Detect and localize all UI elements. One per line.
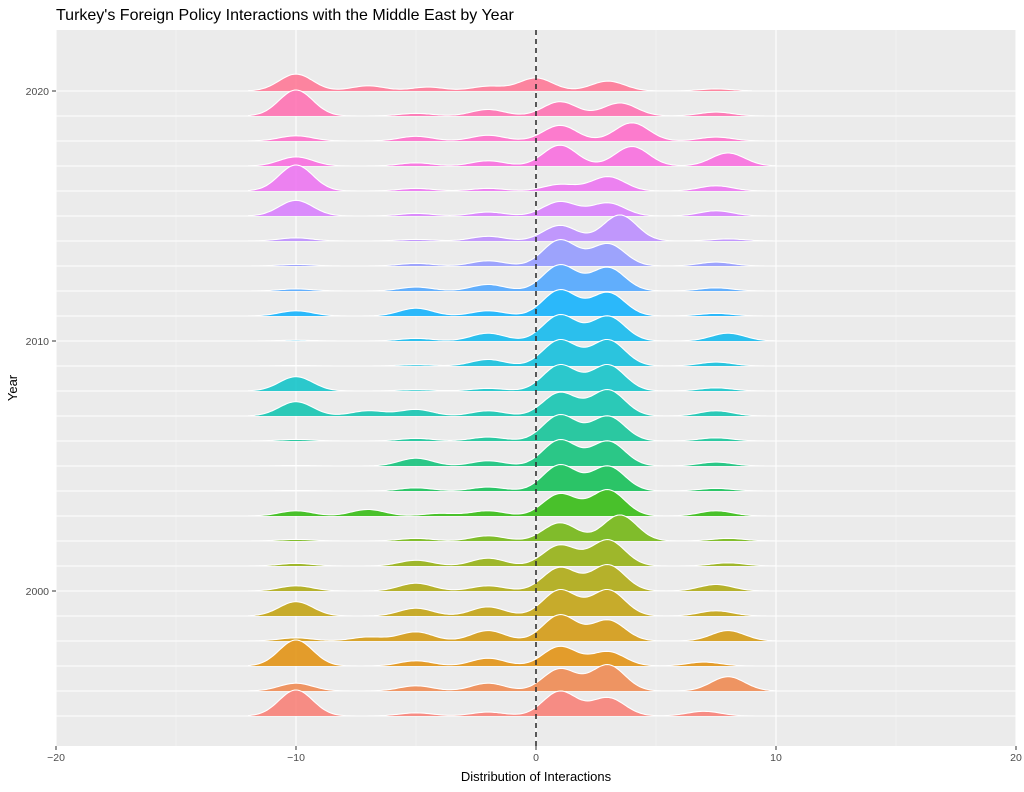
ridge-outline-2017: [248, 144, 777, 167]
ridge-area-2017: [248, 145, 776, 166]
ridge-area-2013: [248, 239, 776, 266]
ridge-area-1996: [248, 664, 776, 691]
ridge-2016: [247, 164, 776, 192]
ridge-area-2003: [248, 489, 776, 516]
ridge-outline-2005: [248, 439, 776, 467]
ridge-outline-1995: [247, 689, 800, 717]
ridge-2008: [247, 363, 800, 392]
ridge-2004: [248, 464, 776, 492]
ridge-outline-2019: [247, 89, 776, 117]
ridge-outline-2012: [248, 264, 776, 292]
ridge-area-2019: [248, 90, 776, 116]
ridge-outline-2020: [247, 73, 753, 92]
x-axis: −20 −10 0 10 20: [47, 746, 1022, 764]
ridge-outline-1998: [248, 614, 776, 642]
x-tick-label: 20: [1010, 752, 1022, 764]
ridge-outline-2009: [248, 338, 776, 367]
ridge-outline-2001: [247, 539, 776, 567]
ridge-area-2011: [248, 289, 776, 316]
ridge-2005: [248, 439, 776, 467]
ridge-outline-2010: [248, 314, 777, 342]
ridge-outline-1999: [247, 588, 776, 617]
ridge-1998: [248, 614, 776, 642]
x-axis-title: Distribution of Interactions: [461, 769, 612, 784]
ridge-area-2008: [248, 364, 800, 391]
ridge-outline-2015: [247, 199, 800, 217]
x-tick-label: 10: [770, 752, 782, 764]
ridge-outline-2000: [248, 564, 776, 592]
ridge-outline-2013: [248, 239, 776, 267]
ridge-area-2020: [248, 74, 752, 91]
ridge-outline-1997: [247, 639, 800, 667]
ridge-outline-2011: [248, 289, 776, 317]
ridge-2012: [248, 264, 776, 292]
ridge-2007: [247, 389, 776, 417]
x-tick-label: −10: [287, 752, 305, 764]
ridge-1996: [247, 664, 777, 692]
ridge-2019: [247, 89, 776, 117]
ridge-area-2010: [248, 314, 776, 341]
ridge-area-2005: [248, 439, 776, 466]
ridge-outline-1996: [247, 664, 777, 692]
y-axis-title: Year: [5, 374, 20, 401]
ridge-outline-2008: [247, 363, 800, 392]
ridge-2006: [248, 414, 776, 442]
ridge-2002: [248, 514, 777, 542]
ridge-area-1999: [248, 589, 776, 616]
y-tick-label: 2000: [26, 586, 50, 598]
ridge-area-2016: [248, 165, 776, 191]
ridge-area-2000: [248, 564, 776, 591]
ridge-2000: [248, 564, 776, 592]
ridge-2013: [248, 239, 776, 267]
ridge-2010: [248, 314, 777, 342]
ridge-outline-2002: [248, 514, 777, 542]
ridge-2003: [248, 489, 776, 517]
y-tick-label: 2010: [26, 336, 50, 348]
ridge-area-2014: [248, 215, 776, 241]
x-tick-label: 0: [533, 752, 539, 764]
ridge-outline-2018: [248, 122, 776, 142]
ridge-2014: [248, 214, 776, 242]
ridge-outline-2003: [248, 489, 776, 517]
ridge-outline-2014: [248, 214, 776, 242]
ridge-outline-2016: [247, 164, 776, 192]
ridge-area-2007: [248, 389, 776, 416]
ridge-2015: [247, 199, 800, 217]
chart-title: Turkey's Foreign Policy Interactions wit…: [56, 7, 514, 24]
ridge-outline-2006: [248, 414, 776, 442]
ridge-outline-2007: [247, 389, 776, 417]
ridge-outline-2004: [248, 464, 776, 492]
ridge-2009: [248, 338, 776, 367]
ridge-2017: [248, 144, 777, 167]
y-axis: 2000 2010 2020: [26, 86, 56, 598]
ridge-series: [247, 73, 800, 717]
ridge-1997: [247, 639, 800, 667]
ridge-1995: [247, 689, 800, 717]
ridge-1999: [247, 588, 776, 617]
y-tick-label: 2020: [26, 86, 50, 98]
ridge-area-2002: [248, 515, 776, 541]
x-tick-label: −20: [47, 752, 65, 764]
ridge-2020: [247, 73, 753, 92]
ridge-2001: [247, 539, 776, 567]
ridge-area-2009: [248, 339, 776, 366]
ridge-2011: [248, 289, 776, 317]
ridge-2018: [248, 122, 776, 142]
